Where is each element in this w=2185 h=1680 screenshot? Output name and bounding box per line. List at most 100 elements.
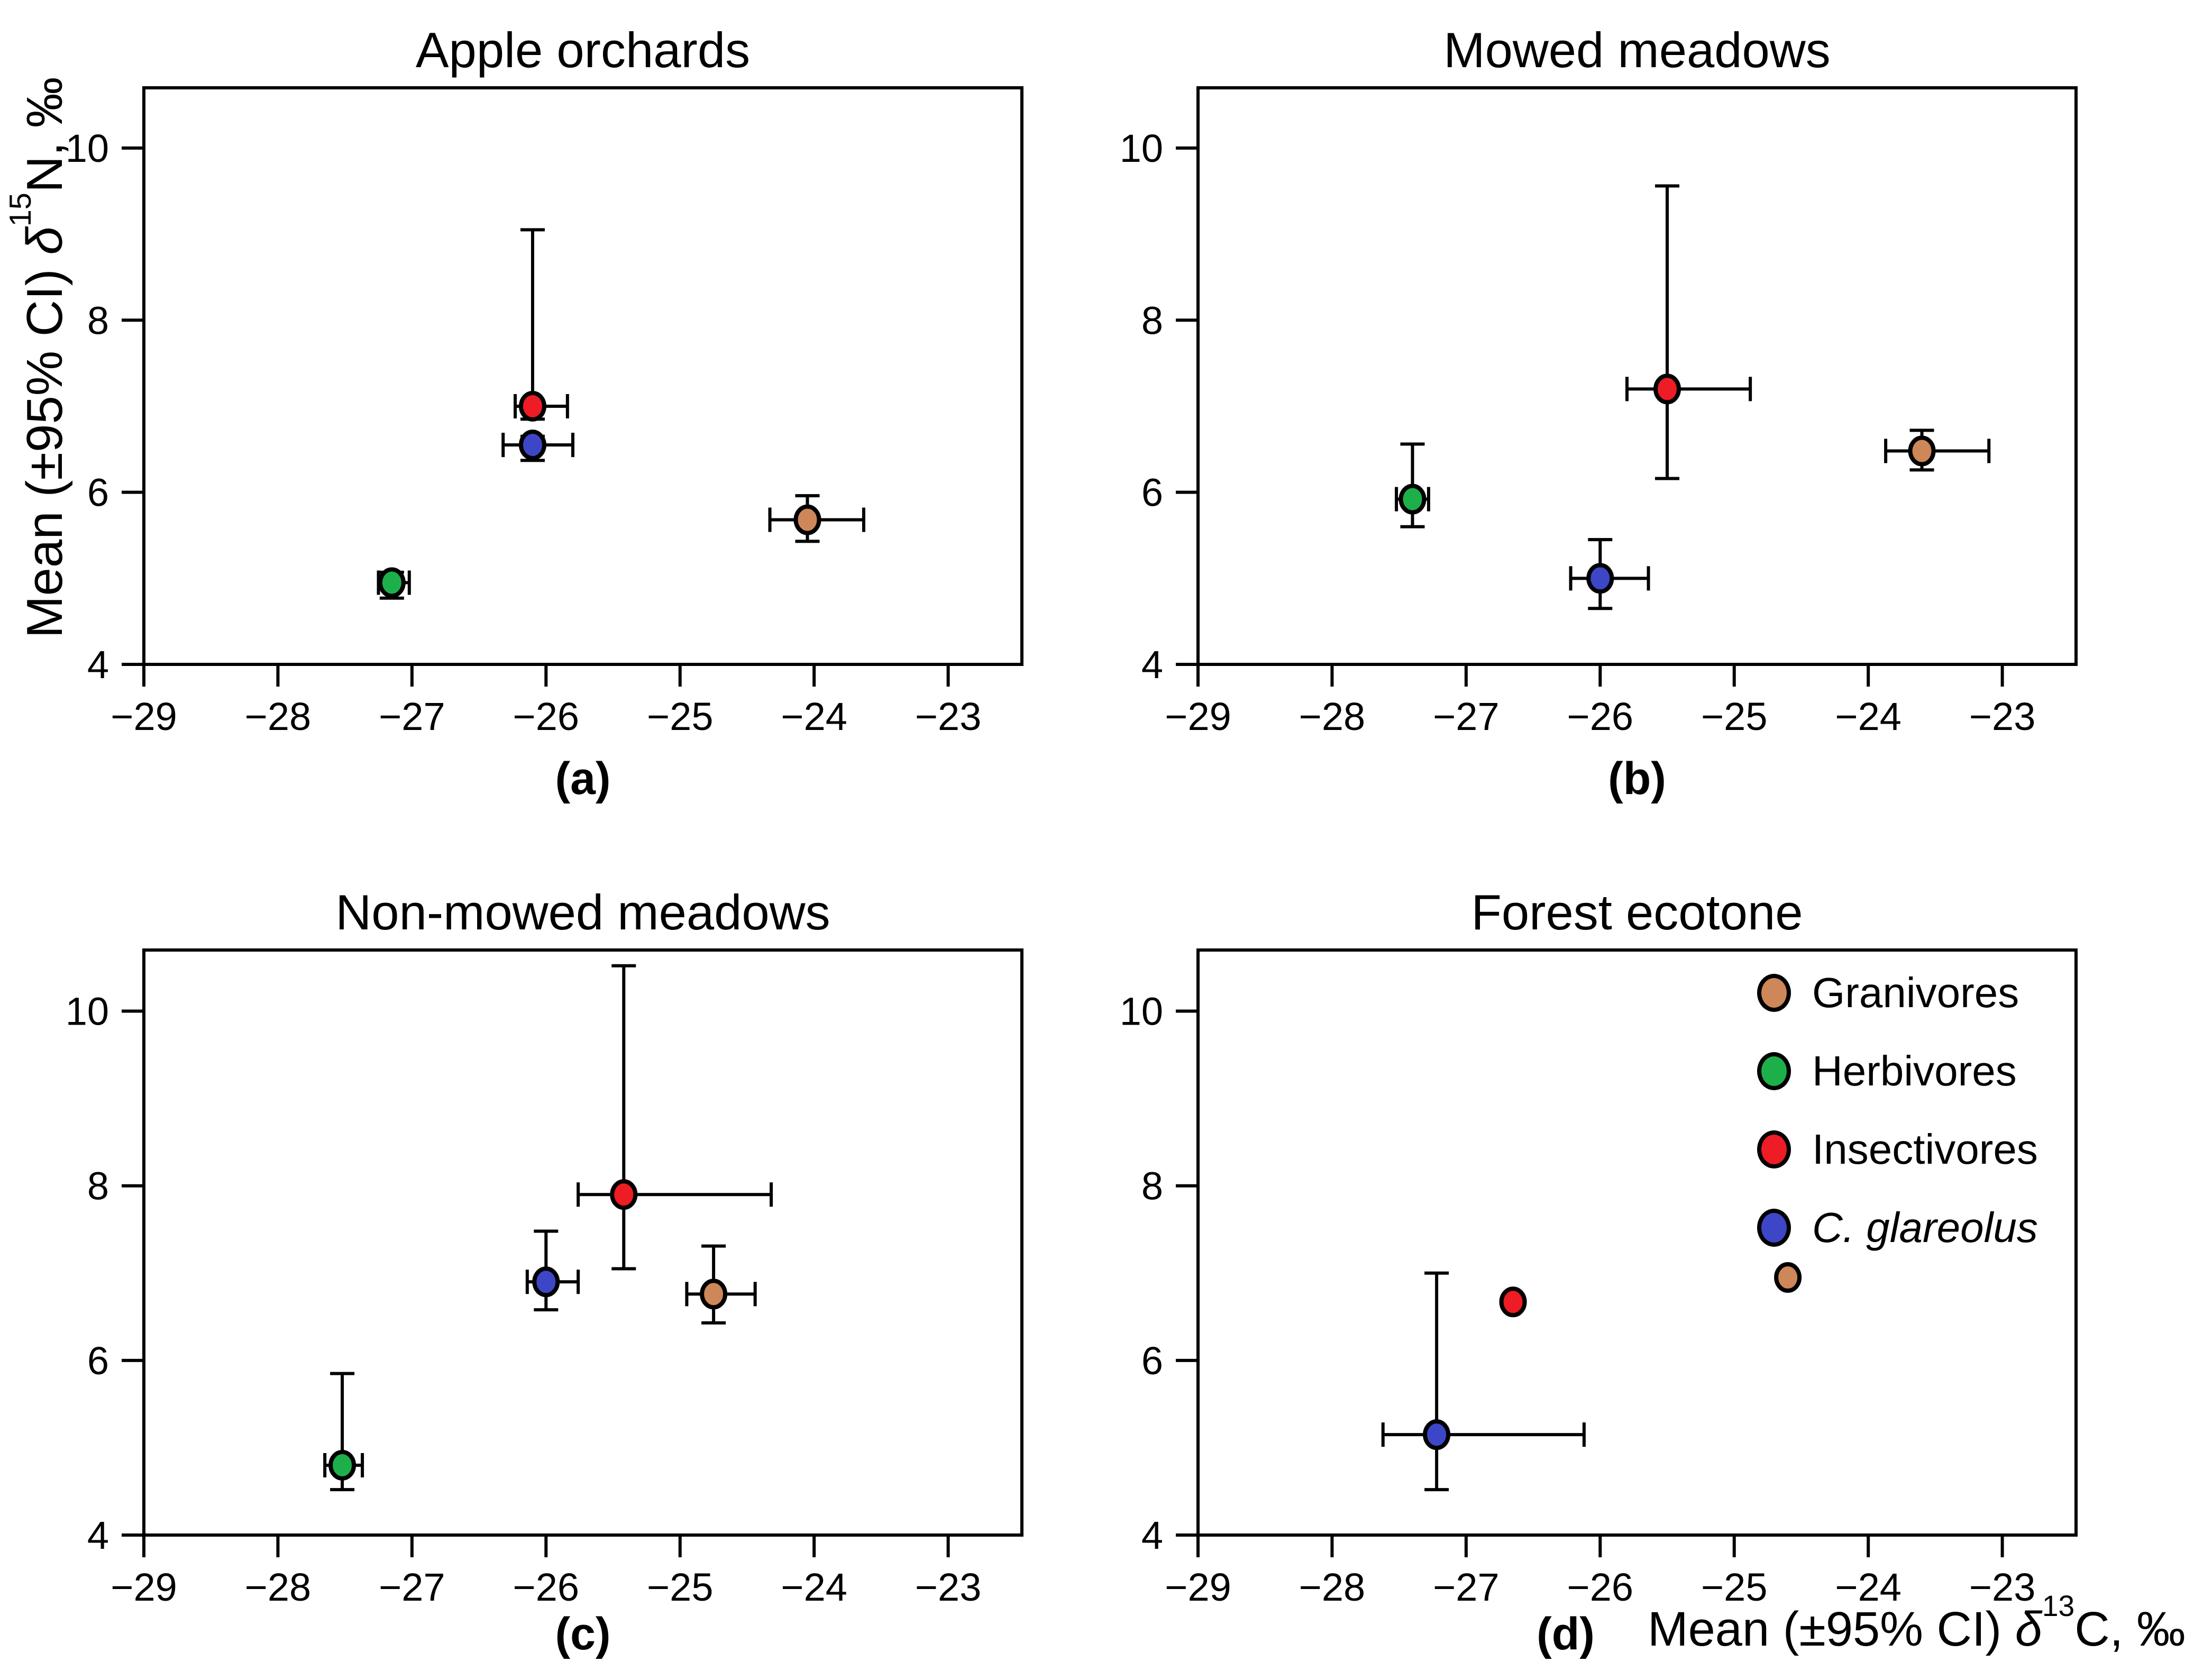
x-tick-label: −26	[1567, 1565, 1634, 1609]
x-tick-label: −25	[1701, 1565, 1768, 1609]
scatter-plot-c: −29 −28 −27 −26 −25 −24 −23 4 6 8 10	[66, 948, 1023, 1609]
legend-label-granivores: Granivores	[1812, 969, 2019, 1016]
marker-c_glareolus	[1423, 1419, 1451, 1450]
plot-frame	[1196, 86, 2078, 666]
scatter-plot-b: −29 −28 −27 −26 −25 −24 −23 4 6 8 10	[1120, 86, 2078, 738]
panel-d-title: Forest ecotone	[1471, 884, 1803, 940]
legend-item-insectivores: Insectivores	[1757, 1110, 2038, 1189]
y-tick-label: 8	[87, 1164, 109, 1208]
y-tick-label: 6	[1141, 471, 1163, 515]
marker-c_glareolus	[1586, 563, 1614, 594]
y-tick-label: 10	[1120, 990, 1163, 1034]
legend-item-herbivores: Herbivores	[1757, 1032, 2038, 1110]
marker-insectivores	[1653, 373, 1681, 405]
x-tick-label: −29	[1165, 1565, 1231, 1609]
x-tick-label: −29	[1165, 695, 1231, 738]
x-tick-label: −24	[781, 1565, 847, 1609]
data-point-insectivores	[1499, 1286, 1527, 1318]
x-tick-label: −25	[647, 695, 714, 738]
herbivores-marker-icon	[1757, 1052, 1791, 1090]
y-tick-label: 4	[1141, 643, 1163, 687]
x-tick-label: −24	[781, 695, 847, 738]
y-tick-label: 6	[87, 1339, 109, 1383]
x-tick-label: −26	[513, 695, 580, 738]
marker-herbivores	[1398, 483, 1427, 515]
marker-c_glareolus	[532, 1266, 560, 1298]
x-tick-label: −28	[245, 1565, 312, 1609]
x-tick-label: −23	[915, 1565, 982, 1609]
data-point-herbivores	[323, 1372, 364, 1492]
c_glareolus-marker-icon	[1757, 1209, 1791, 1247]
marker-c_glareolus	[518, 430, 546, 461]
legend-label-herbivores: Herbivores	[1812, 1047, 2017, 1094]
legend-label-c_glareolus: C. glareolus	[1812, 1204, 2038, 1251]
marker-insectivores	[1499, 1286, 1527, 1318]
x-tick-label: −28	[1299, 1565, 1366, 1609]
panel-a-letter: (a)	[555, 753, 611, 804]
x-tick-label: −27	[379, 1565, 445, 1609]
data-point-insectivores	[1625, 184, 1752, 480]
panel-c: Non-mowed meadows −29 −28 −27 −26 −25 −24 −23 4…	[38, 878, 1030, 1645]
legend-item-c_glareolus: C. glareolus	[1757, 1189, 2038, 1267]
y-tick-label: 10	[66, 990, 109, 1034]
marker-granivores	[1908, 435, 1936, 467]
y-tick-label: 8	[87, 298, 109, 342]
plot-frame	[1196, 948, 2078, 1537]
marker-insectivores	[610, 1179, 638, 1210]
x-tick-label: −28	[1299, 695, 1366, 738]
x-tick-label: −24	[1835, 695, 1901, 738]
y-tick-label: 4	[87, 1513, 109, 1557]
legend: Granivores Herbivores Insectivores C. glare…	[1757, 954, 2038, 1267]
data-point-c_glareolus	[1569, 538, 1650, 610]
x-tick-label: −27	[1433, 1565, 1500, 1609]
panel-a: Apple orchards −29 −28 −27 −26 −25 −24 −23 4 6 8 1…	[38, 16, 1030, 783]
data-point-granivores	[1774, 1262, 1802, 1293]
x-tick-label: −29	[111, 695, 177, 738]
y-tick-label: 6	[1141, 1339, 1163, 1383]
legend-label-insectivores: Insectivores	[1812, 1126, 2038, 1173]
plot-frame	[142, 86, 1023, 666]
panel-a-title: Apple orchards	[415, 22, 751, 78]
marker-granivores	[793, 504, 821, 535]
x-tick-label: −23	[1969, 695, 2036, 738]
panel-c-letter: (c)	[555, 1609, 611, 1659]
x-tick-label: −23	[1969, 1565, 2036, 1609]
y-tick-label: 8	[1141, 1164, 1163, 1208]
x-tick-label: −28	[245, 695, 312, 738]
panel-b: Mowed meadows −29 −28 −27 −26 −25 −24 −23 4 6 8 10	[1092, 16, 2084, 783]
x-axis-label-suffix: C, ‰	[2074, 1602, 2185, 1656]
marker-granivores	[700, 1279, 728, 1310]
scatter-plot-a: −29 −28 −27 −26 −25 −24 −23 4 6 8 10	[66, 86, 1023, 738]
y-tick-label: 6	[87, 471, 109, 515]
x-axis-label-prefix: Mean (±95% CI)	[1648, 1602, 2015, 1656]
delta-symbol: δ	[2015, 1602, 2042, 1656]
x-tick-label: −25	[647, 1565, 714, 1609]
x-axis-label: Mean (±95% CI) δ13C, ‰	[1648, 1591, 2185, 1657]
y-tick-label: 10	[1120, 126, 1163, 170]
panel-c-title: Non-mowed meadows	[335, 884, 830, 940]
x-tick-label: −27	[379, 695, 445, 738]
x-tick-label: −23	[915, 695, 982, 738]
data-point-c_glareolus	[525, 1229, 580, 1312]
panel-d: Forest ecotone −29 −28 −27 −26 −25 −24 −23 4 6 8 1…	[1092, 878, 2084, 1645]
plot-frame	[142, 948, 1023, 1537]
y-tick-label: 8	[1141, 298, 1163, 342]
data-point-granivores	[1884, 428, 1991, 472]
marker-herbivores	[328, 1449, 356, 1481]
data-point-herbivores	[1395, 442, 1430, 528]
marker-herbivores	[378, 567, 406, 598]
panel-b-letter: (b)	[1608, 753, 1666, 804]
panel-d-letter: (d)	[1537, 1609, 1595, 1659]
data-point-granivores	[685, 1244, 757, 1325]
granivores-marker-icon	[1757, 974, 1791, 1012]
x-tick-label: −26	[513, 1565, 580, 1609]
data-point-c_glareolus	[501, 430, 574, 462]
insectivores-marker-icon	[1757, 1130, 1791, 1168]
y-axis-isotope-superscript: 15	[4, 193, 38, 227]
x-tick-label: −27	[1433, 695, 1500, 738]
legend-item-granivores: Granivores	[1757, 954, 2038, 1032]
data-point-insectivores	[514, 228, 569, 422]
data-point-c_glareolus	[1381, 1271, 1586, 1492]
data-point-herbivores	[377, 567, 411, 600]
